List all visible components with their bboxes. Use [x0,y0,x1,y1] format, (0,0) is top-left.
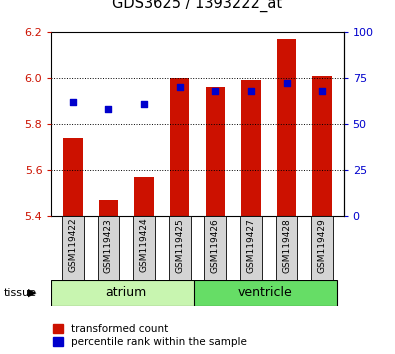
Point [70,99,76,105]
Point [177,84,183,90]
Bar [169,216,190,280]
Point [248,88,254,93]
Text: GSM119424: GSM119424 [139,218,149,273]
Bar [134,177,154,216]
Text: GSM119426: GSM119426 [211,218,220,273]
Bar [62,216,84,280]
Text: GSM119428: GSM119428 [282,218,291,273]
Text: GSM119425: GSM119425 [175,218,184,273]
Bar [276,216,297,280]
Bar [277,39,296,216]
Point [319,88,325,93]
Bar [311,216,333,280]
Bar [63,138,83,216]
Bar [51,280,201,306]
Text: GSM119422: GSM119422 [68,218,77,273]
Bar [98,216,119,280]
Point [141,101,147,107]
Point [284,81,290,86]
Text: atrium: atrium [105,286,147,299]
Bar [170,78,190,216]
Bar [312,76,332,216]
Text: GSM119423: GSM119423 [104,218,113,273]
Text: tissue: tissue [4,288,37,298]
Bar [240,216,262,280]
Bar [194,280,337,306]
Text: GSM119427: GSM119427 [246,218,256,273]
Legend: transformed count, percentile rank within the sample: transformed count, percentile rank withi… [53,324,247,347]
Text: GSM119429: GSM119429 [318,218,327,273]
Text: ventricle: ventricle [238,286,293,299]
Bar [99,200,118,216]
Point [212,88,218,93]
Bar [205,216,226,280]
Text: GDS3625 / 1393222_at: GDS3625 / 1393222_at [113,0,282,12]
Point [105,106,111,112]
Bar [205,87,225,216]
Text: ▶: ▶ [28,288,37,298]
Bar [133,216,155,280]
Bar [241,80,261,216]
